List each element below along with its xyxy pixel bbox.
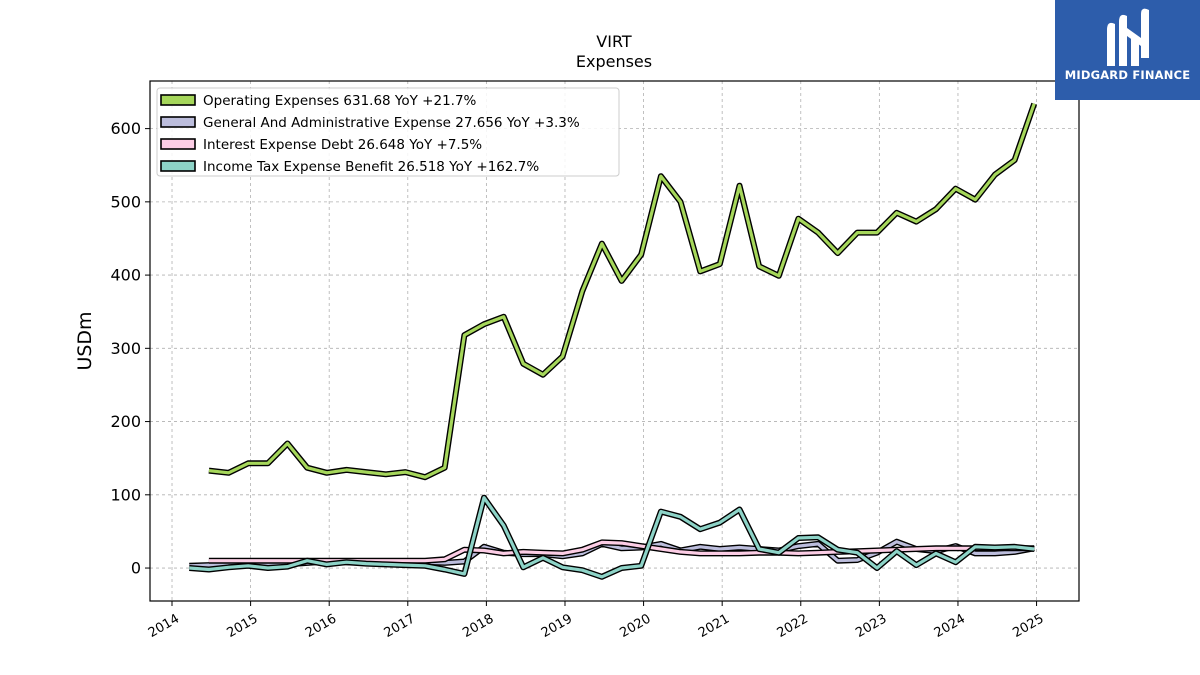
x-tick-label: 2024 <box>932 611 968 641</box>
brand-name: MIDGARD FINANCE <box>1064 68 1191 82</box>
legend-swatch-0 <box>160 94 196 106</box>
legend-label-0: Operating Expenses 631.68 YoY +21.7% <box>203 93 477 109</box>
legend: Operating Expenses 631.68 YoY +21.7% Gene… <box>156 87 620 177</box>
plot-frame <box>149 80 1080 602</box>
y-tick-label: 300 <box>110 339 141 358</box>
y-tick-label: 400 <box>110 266 141 285</box>
x-tick-label: 2016 <box>303 611 339 641</box>
chart-subtitle: Expenses <box>576 52 652 71</box>
y-axis-ticks: 0 100 200 300 400 500 600 <box>110 119 150 578</box>
x-axis-ticks: 2014 2015 2016 2017 2018 2019 2020 2021 2022 2023… <box>146 601 1047 641</box>
y-tick-label: 0 <box>131 559 141 578</box>
series-line-0 <box>208 103 1036 479</box>
x-tick-label: 2019 <box>539 611 575 641</box>
x-tick-label: 2025 <box>1010 611 1046 641</box>
x-tick-label: 2014 <box>146 611 182 641</box>
midgard-logo-icon <box>1107 8 1149 66</box>
legend-swatch-3 <box>160 160 196 172</box>
x-tick-label: 2018 <box>460 611 496 641</box>
brand-logo: MIDGARD FINANCE <box>1055 0 1200 100</box>
legend-swatch-2 <box>160 138 196 150</box>
x-tick-label: 2017 <box>382 611 418 641</box>
legend-label-1: General And Administrative Expense 27.65… <box>203 115 580 131</box>
series-line-3 <box>189 496 1035 579</box>
x-tick-label: 2021 <box>696 611 732 641</box>
legend-label-2: Interest Expense Debt 26.648 YoY +7.5% <box>203 137 482 153</box>
legend-swatch-1 <box>160 116 196 128</box>
x-tick-label: 2023 <box>853 611 889 641</box>
y-axis-label: USDm <box>74 311 96 370</box>
y-tick-label: 600 <box>110 119 141 138</box>
y-tick-label: 200 <box>110 412 141 431</box>
x-tick-label: 2015 <box>224 611 260 641</box>
series-lines <box>189 102 1038 580</box>
x-tick-label: 2020 <box>617 611 653 641</box>
y-tick-label: 100 <box>110 485 141 504</box>
legend-label-3: Income Tax Expense Benefit 26.518 YoY +1… <box>203 159 539 175</box>
chart-title: VIRT <box>596 32 632 51</box>
legend-box <box>156 87 620 177</box>
y-tick-label: 500 <box>110 192 141 211</box>
x-tick-label: 2022 <box>775 611 811 641</box>
series-outline-3 <box>189 494 1035 580</box>
